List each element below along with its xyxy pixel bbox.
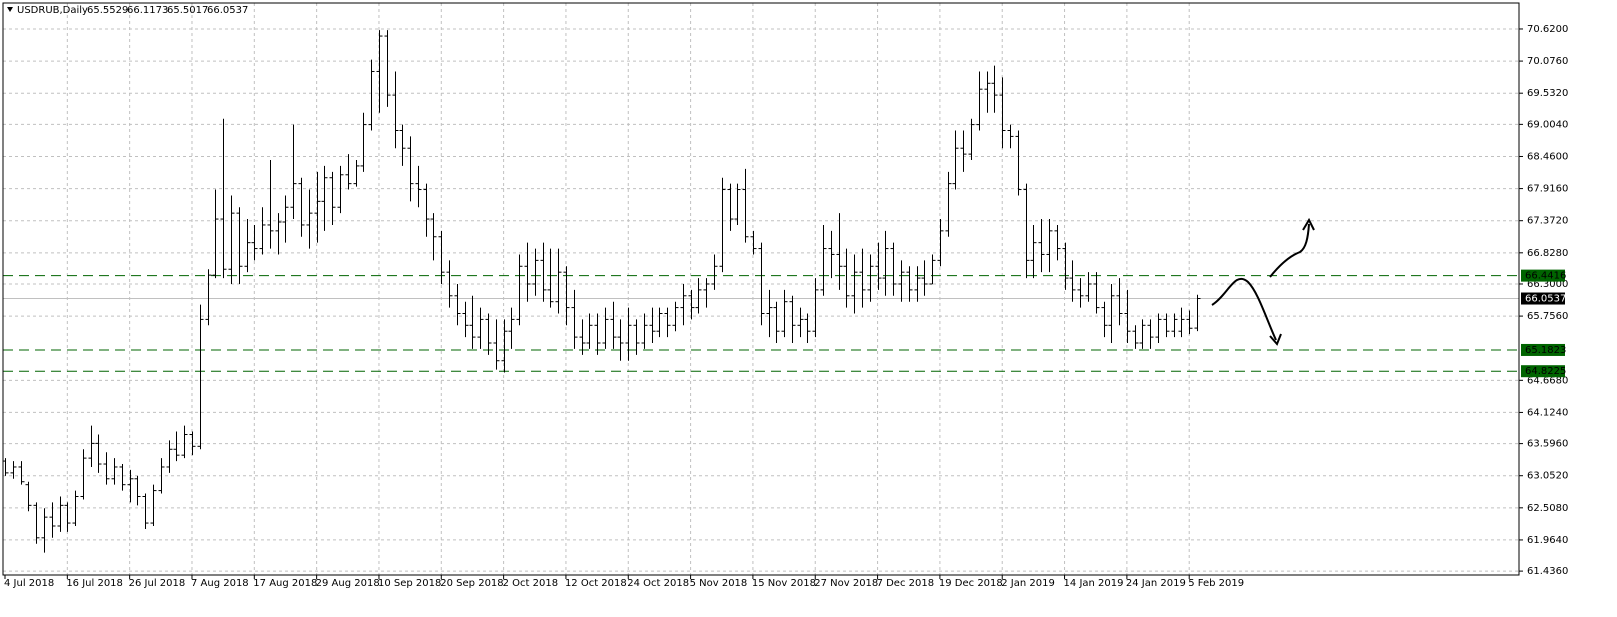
arrow-down: [1211, 278, 1277, 341]
level-label: 64.8225: [1525, 366, 1566, 377]
y-tick-label: 66.3000: [1527, 279, 1568, 290]
x-tick-label: 16 Jul 2018: [66, 578, 123, 589]
header-close: 66.0537: [207, 5, 248, 16]
y-tick-label: 61.9640: [1527, 535, 1568, 546]
x-tick-label: 5 Feb 2019: [1188, 578, 1244, 589]
y-tick-label: 67.9160: [1527, 184, 1568, 195]
price-label: 66.0537: [1525, 294, 1566, 305]
y-tick-label: 70.6200: [1527, 24, 1568, 35]
y-tick-label: 63.0520: [1527, 471, 1568, 482]
y-tick-label: 66.8280: [1527, 248, 1568, 259]
level-label-box: [1521, 343, 1565, 356]
y-tick-label: 65.7560: [1527, 311, 1568, 322]
x-tick-label: 12 Oct 2018: [565, 578, 627, 589]
plot-frame: [2, 2, 1520, 576]
x-tick-label: 15 Nov 2018: [752, 578, 816, 589]
y-tick-label: 64.1240: [1527, 407, 1568, 418]
level-label: 65.1823: [1525, 345, 1566, 356]
header-high: 66.1173: [127, 5, 168, 16]
x-tick-label: 2 Oct 2018: [503, 578, 558, 589]
price-label-box: [1521, 292, 1565, 305]
level-label: 66.4416: [1525, 271, 1566, 282]
y-tick-label: 70.0760: [1527, 56, 1568, 67]
y-tick-label: 63.5960: [1527, 439, 1568, 450]
header-open: 65.5529: [87, 5, 128, 16]
x-tick-label: 7 Dec 2018: [877, 578, 935, 589]
level-label-box: [1521, 269, 1565, 282]
x-tick-label: 14 Jan 2019: [1064, 578, 1124, 589]
x-tick-label: 19 Dec 2018: [939, 578, 1003, 589]
x-tick-label: 20 Sep 2018: [440, 578, 503, 589]
x-tick-label: 24 Oct 2018: [627, 578, 689, 589]
x-tick-label: 4 Jul 2018: [4, 578, 54, 589]
y-tick-label: 64.6680: [1527, 375, 1568, 386]
x-tick-label: 10 Sep 2018: [378, 578, 441, 589]
x-tick-label: 7 Aug 2018: [191, 578, 249, 589]
x-tick-label: 26 Jul 2018: [129, 578, 186, 589]
x-tick-label: 5 Nov 2018: [690, 578, 748, 589]
header-low: 65.5017: [167, 5, 208, 16]
y-tick-label: 69.0040: [1527, 119, 1568, 130]
arrow-up: [1269, 223, 1310, 278]
y-tick-label: 61.4360: [1527, 566, 1568, 577]
bars: [2, 30, 1201, 553]
arrow-up-head: [1302, 217, 1315, 231]
arrow-down-head: [1269, 333, 1282, 346]
y-tick-label: 69.5320: [1527, 88, 1568, 99]
header-icon: [7, 7, 13, 12]
x-tick-label: 17 Aug 2018: [253, 578, 317, 589]
x-tick-label: 24 Jan 2019: [1126, 578, 1186, 589]
x-tick-label: 29 Aug 2018: [316, 578, 380, 589]
y-tick-label: 62.5080: [1527, 503, 1568, 514]
level-label-box: [1521, 365, 1565, 378]
symbol: USDRUB,Daily: [17, 5, 88, 16]
x-tick-label: 2 Jan 2019: [1001, 578, 1055, 589]
x-tick-label: 27 Nov 2018: [814, 578, 878, 589]
forecast-arrows: [1211, 217, 1315, 346]
y-tick-label: 68.4600: [1527, 151, 1568, 162]
y-tick-label: 67.3720: [1527, 216, 1568, 227]
